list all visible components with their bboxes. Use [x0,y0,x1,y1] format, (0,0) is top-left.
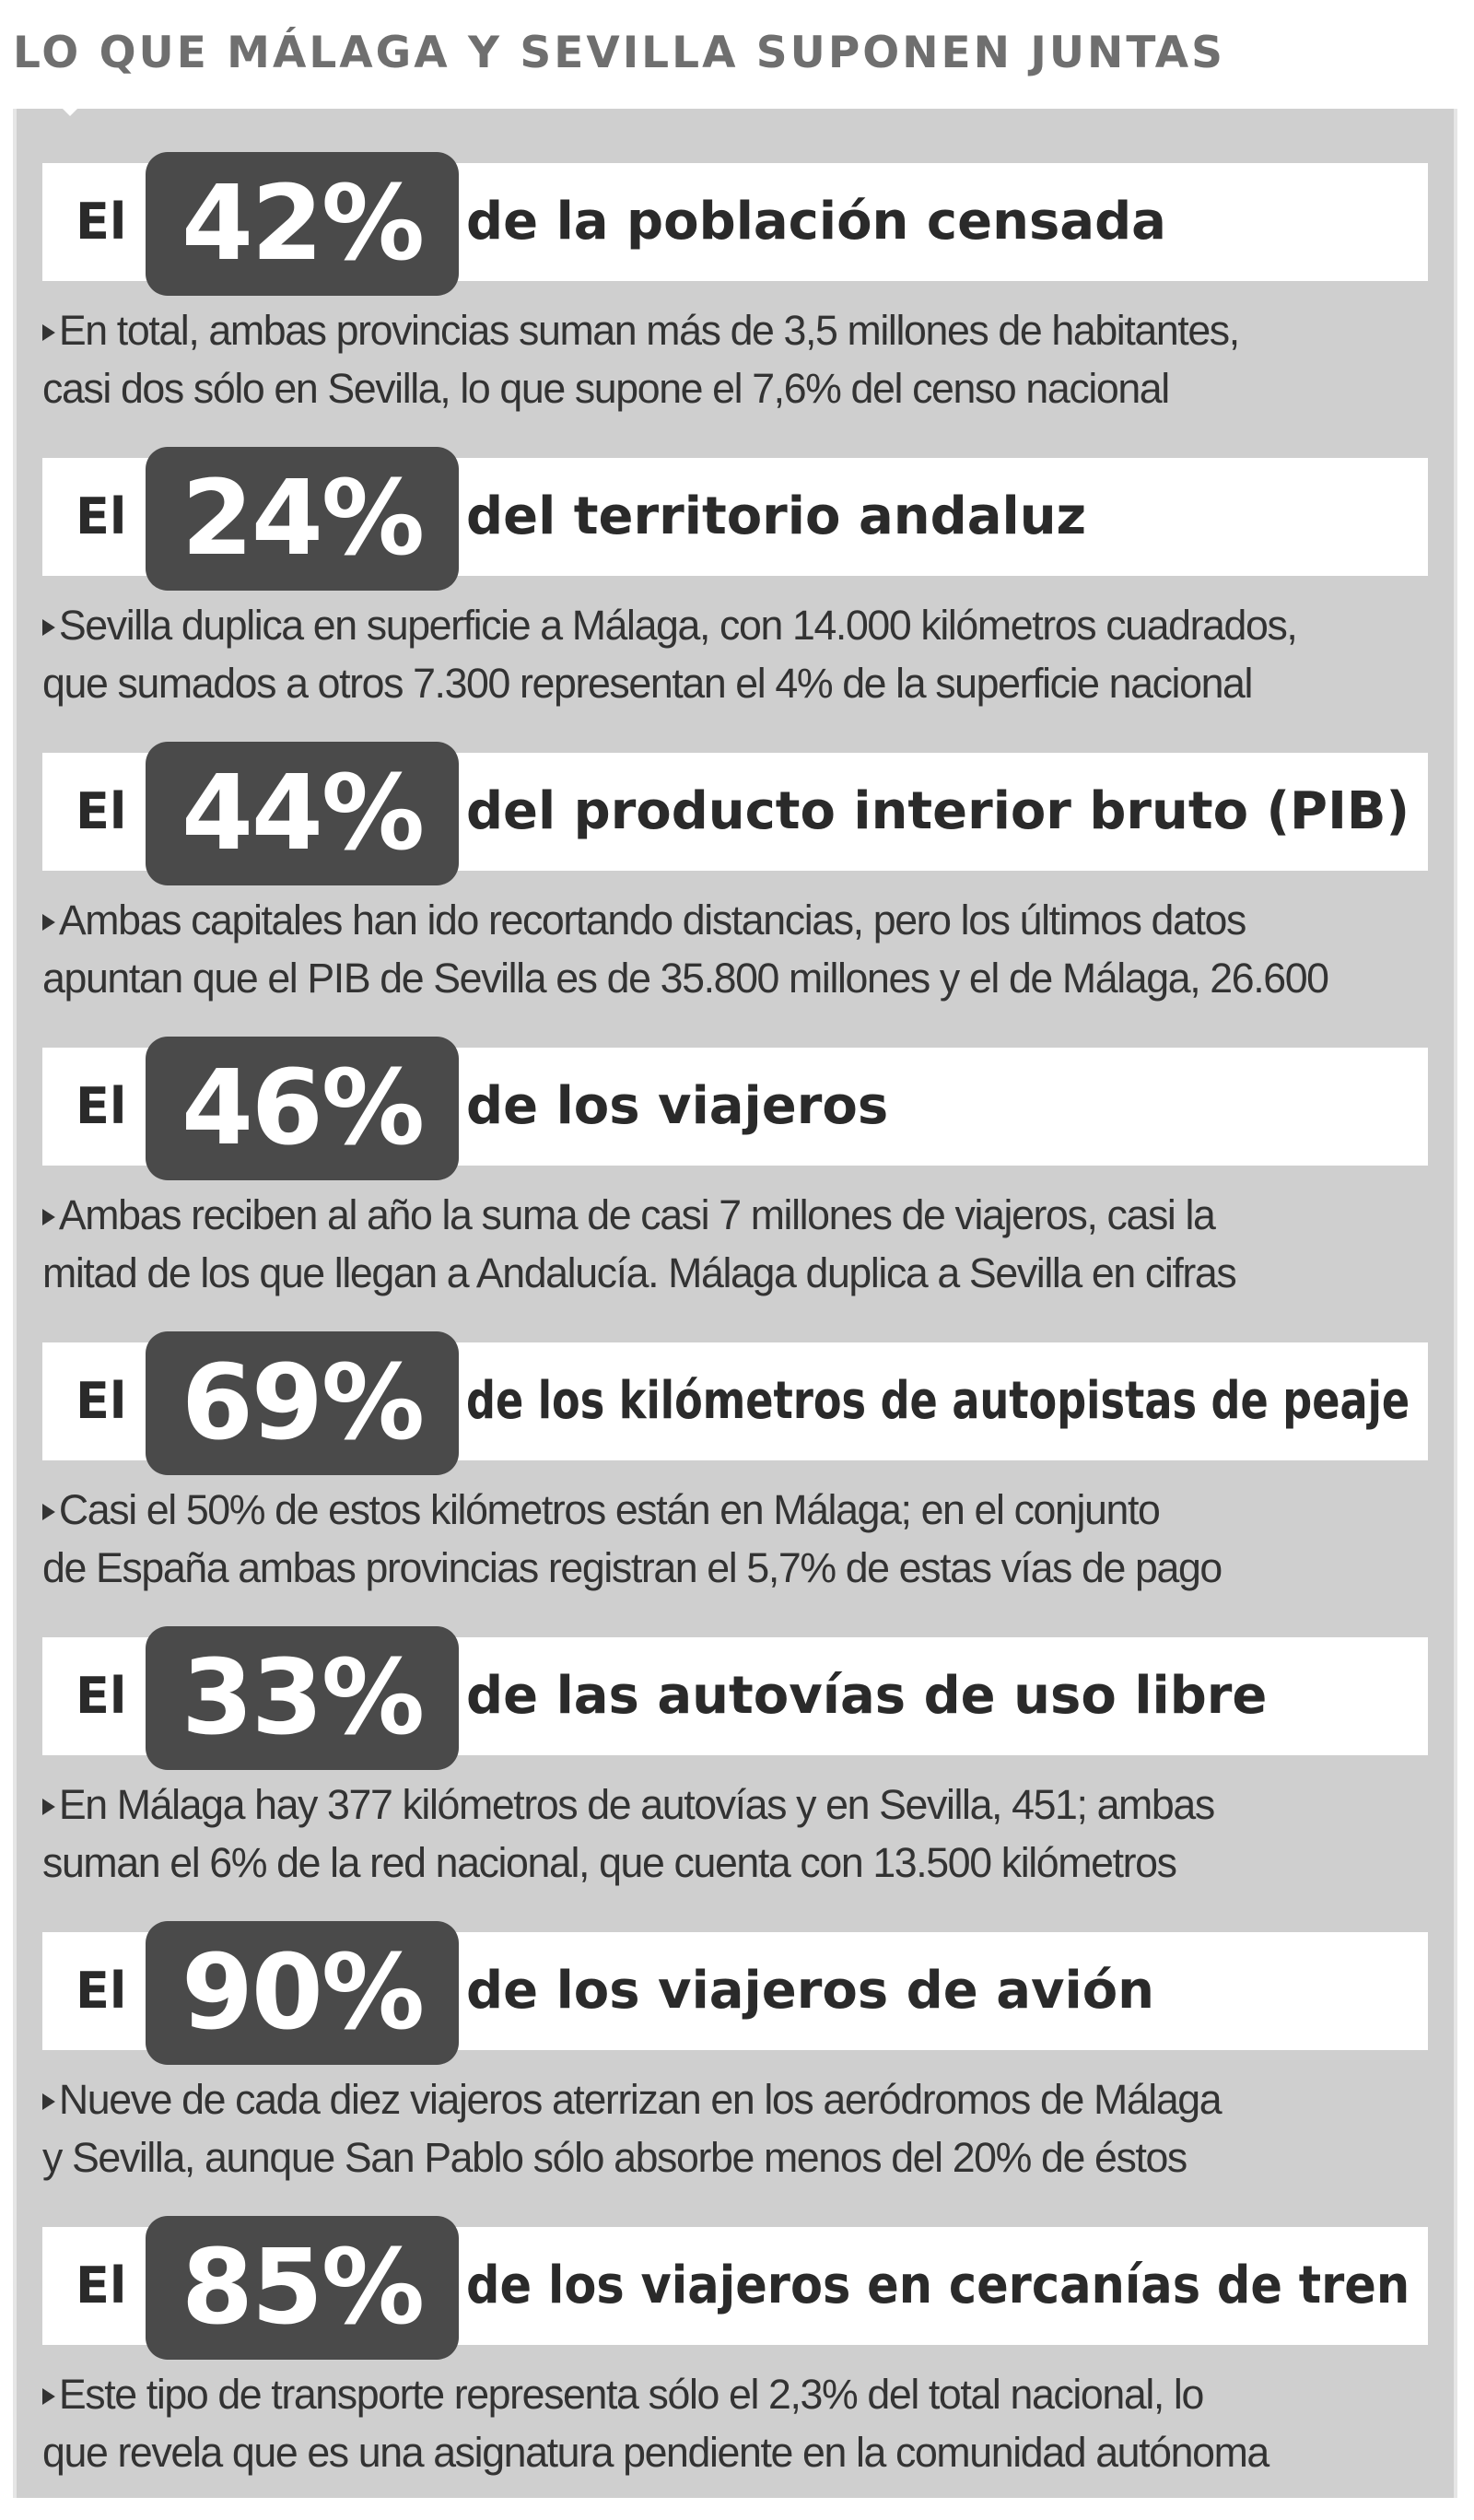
stat-headline: El 24% del territorio andaluz [42,447,1428,591]
stat-label: de los viajeros [466,1076,889,1136]
stat-percent-badge: 42% [146,152,459,296]
stats-list: El 42% de la población censada En total,… [42,152,1428,2520]
stat-label: de las autovías de uso libre [466,1666,1268,1726]
stat-description-line-1: Casi el 50% de estos kilómetros están en… [42,1481,1424,1539]
bullet-arrow-icon [42,324,55,341]
stat-description: Este tipo de transporte representa sólo … [42,2365,1433,2481]
stat-prefix: El [76,1667,127,1725]
bullet-arrow-icon [42,2388,55,2405]
stat-description-line-1: Ambas reciben al año la suma de casi 7 m… [42,1186,1424,1244]
stat-prefix: El [76,1962,127,2020]
panel-notch [57,103,83,116]
stat-percent-badge: 85% [146,2216,459,2360]
stat-item: El 44% del producto interior bruto (PIB)… [42,742,1428,1046]
stat-description: En Málaga hay 377 kilómetros de autovías… [42,1776,1433,1892]
stat-prefix: El [76,193,127,251]
stat-label: del territorio andaluz [466,486,1087,546]
stat-description-line-1: Sevilla duplica en superficie a Málaga, … [42,596,1424,654]
stat-description-line-2: casi dos sólo en Sevilla, lo que supone … [42,365,1170,412]
stat-prefix: El [76,487,127,545]
stat-item: El 85% de los viajeros en cercanías de t… [42,2216,1428,2520]
stat-headline: El 90% de los viajeros de avión [42,1921,1428,2065]
stat-description: Sevilla duplica en superficie a Málaga, … [42,596,1433,712]
stat-percent-badge: 90% [146,1921,459,2065]
stat-description: Casi el 50% de estos kilómetros están en… [42,1481,1433,1597]
stat-description: En total, ambas provincias suman más de … [42,301,1433,417]
stat-prefix: El [76,782,127,840]
stat-percent-badge: 24% [146,447,459,591]
stat-item: El 24% del territorio andaluz Sevilla du… [42,447,1428,751]
stat-label: de la población censada [466,192,1166,252]
stat-description: Ambas capitales han ido recortando dista… [42,891,1433,1007]
stat-prefix: El [76,1077,127,1135]
stat-description-line-2: mitad de los que llegan a Andalucía. Mál… [42,1249,1237,1296]
stat-description-line-1: Nueve de cada diez viajeros aterrizan en… [42,2070,1424,2128]
stat-prefix: El [76,2256,127,2315]
stat-description-line-1: En Málaga hay 377 kilómetros de autovías… [42,1776,1424,1834]
bullet-arrow-icon [42,2093,55,2110]
stat-description-line-1: Ambas capitales han ido recortando dista… [42,891,1424,949]
stat-headline: El 46% de los viajeros [42,1037,1428,1180]
stat-description-line-2: que revela que es una asignatura pendien… [42,2429,1269,2476]
stat-item: El 90% de los viajeros de avión Nueve de… [42,1921,1428,2225]
stat-item: El 69% de los kilómetros de autopistas d… [42,1331,1428,1635]
stat-percent-badge: 33% [146,1626,459,1770]
stat-headline: El 42% de la población censada [42,152,1428,296]
stat-label: de los viajeros de avión [466,1961,1155,2021]
stat-headline: El 33% de las autovías de uso libre [42,1626,1428,1770]
bullet-arrow-icon [42,914,55,931]
stat-description: Ambas reciben al año la suma de casi 7 m… [42,1186,1433,1302]
stat-headline: El 69% de los kilómetros de autopistas d… [42,1331,1428,1475]
stat-description-line-1: En total, ambas provincias suman más de … [42,301,1424,359]
stat-headline: El 44% del producto interior bruto (PIB) [42,742,1428,885]
page-title: LO QUE MÁLAGA Y SEVILLA SUPONEN JUNTAS [13,28,1225,78]
stat-description-line-2: suman el 6% de la red nacional, que cuen… [42,1839,1177,1886]
stat-item: El 33% de las autovías de uso libre En M… [42,1626,1428,1930]
stat-percent-badge: 46% [146,1037,459,1180]
stat-description-line-2: de España ambas provincias registran el … [42,1544,1222,1591]
stat-item: El 42% de la población censada En total,… [42,152,1428,456]
stat-description-line-2: apuntan que el PIB de Sevilla es de 35.8… [42,955,1329,1002]
stat-headline: El 85% de los viajeros en cercanías de t… [42,2216,1428,2360]
bullet-arrow-icon [42,619,55,636]
stat-prefix: El [76,1372,127,1430]
stat-description-line-1: Este tipo de transporte representa sólo … [42,2365,1424,2423]
stat-description-line-2: que sumados a otros 7.300 representan el… [42,660,1253,707]
bullet-arrow-icon [42,1209,55,1225]
bullet-arrow-icon [42,1799,55,1815]
stat-description-line-2: y Sevilla, aunque San Pablo sólo absorbe… [42,2134,1187,2181]
stat-label: del producto interior bruto (PIB) [466,781,1410,841]
stat-description: Nueve de cada diez viajeros aterrizan en… [42,2070,1433,2186]
stat-label: de los kilómetros de autopistas de peaje [466,1371,1410,1431]
stat-label: de los viajeros en cercanías de tren [466,2256,1410,2315]
stat-percent-badge: 44% [146,742,459,885]
bullet-arrow-icon [42,1504,55,1520]
stat-percent-badge: 69% [146,1331,459,1475]
stat-item: El 46% de los viajeros Ambas reciben al … [42,1037,1428,1341]
